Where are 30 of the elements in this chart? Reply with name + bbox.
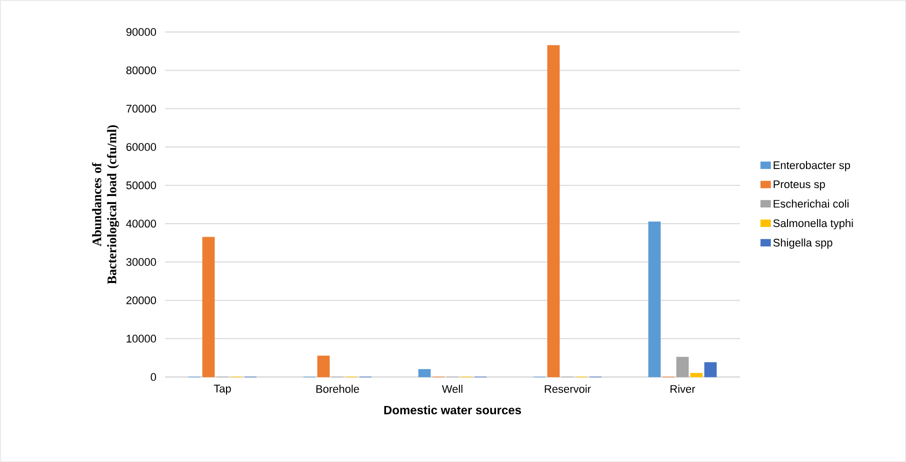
legend-label: Shigella spp [773, 238, 832, 249]
y-tick-label: 30000 [126, 258, 156, 266]
x-tick-label: Borehole [316, 384, 360, 393]
y-tick-label: 60000 [126, 143, 156, 151]
bar [690, 372, 703, 378]
legend-label: Proteus sp [774, 180, 825, 190]
y-axis-title: Abundances of Bacteriological load (cfu/ml) [92, 125, 120, 284]
y-tick-label: 20000 [126, 296, 156, 304]
x-tick-label: River [670, 384, 696, 393]
x-tick-label: Well [442, 384, 462, 393]
legend-label: Enterobacter sp [774, 161, 850, 172]
y-tick-label: 50000 [126, 181, 156, 190]
x-tick-label: Tap [214, 384, 231, 395]
bar [648, 222, 661, 378]
y-tick-label: 90000 [126, 28, 156, 36]
bar [202, 236, 215, 378]
y-tick-label: 10000 [126, 334, 156, 343]
y-tick-label: 0 [150, 373, 156, 381]
bar [317, 356, 330, 378]
y-tick-label: 80000 [126, 66, 156, 74]
y-tick-label: 70000 [126, 104, 156, 113]
bar [547, 45, 560, 378]
y-tick-label: 40000 [126, 220, 156, 228]
bar [704, 362, 717, 378]
legend-label: Salmonella typhi [773, 219, 853, 230]
bar [676, 356, 689, 378]
x-tick-label: Reservoir [544, 384, 591, 393]
bar [418, 369, 431, 378]
legend-label: Escherichai coli [774, 200, 849, 208]
x-axis-title: Domestic water sources [384, 406, 522, 414]
